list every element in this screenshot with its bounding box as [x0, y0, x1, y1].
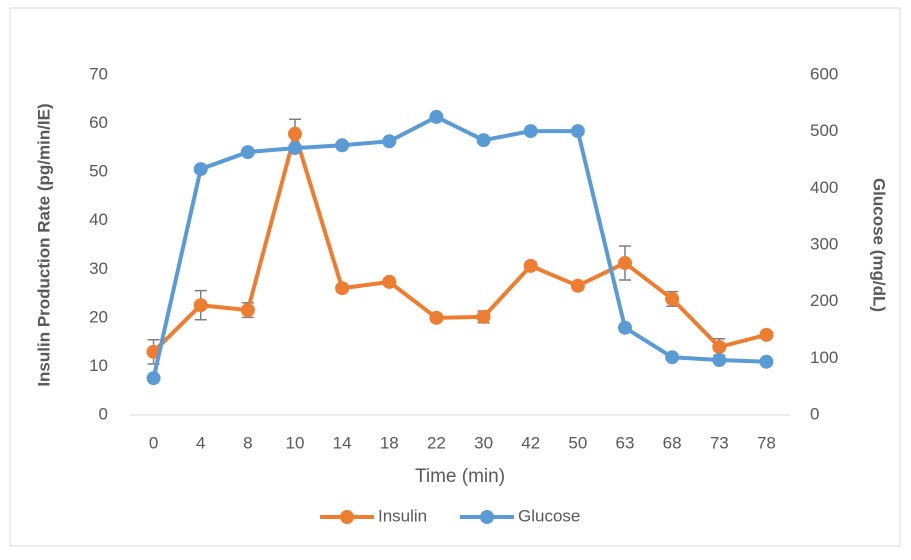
chart-border	[9, 7, 901, 547]
marker	[665, 350, 680, 365]
x-tick-label: 78	[757, 433, 776, 452]
marker	[523, 124, 538, 139]
y2-tick-label: 0	[810, 404, 819, 423]
x-tick-label: 0	[149, 433, 158, 452]
y-tick-label: 10	[89, 356, 108, 375]
marker	[429, 310, 444, 325]
x-tick-label: 30	[474, 433, 493, 452]
marker	[335, 281, 350, 296]
series-line	[152, 131, 767, 354]
series-line	[151, 114, 767, 379]
marker	[570, 278, 585, 293]
y-tick-label: 0	[99, 404, 108, 423]
marker	[618, 255, 632, 270]
y-tick-label: 40	[89, 210, 108, 229]
marker	[570, 124, 585, 139]
y2-tick-label: 300	[810, 234, 838, 253]
marker	[240, 145, 255, 160]
y2-axis-title: Glucose (mg/dL)	[870, 178, 889, 312]
x-axis-title: Time (min)	[415, 466, 505, 487]
x-tick-label: 63	[616, 433, 635, 452]
marker	[665, 291, 680, 306]
marker	[429, 109, 444, 124]
y-tick-label: 60	[89, 113, 108, 132]
marker	[382, 274, 397, 289]
x-tick-label: 68	[663, 433, 682, 452]
marker	[759, 327, 774, 342]
marker	[523, 258, 538, 273]
y2-tick-label: 200	[810, 291, 838, 310]
marker	[335, 138, 350, 153]
x-tick-label: 10	[286, 433, 305, 452]
marker	[193, 298, 208, 313]
x-tick-label: 50	[568, 433, 587, 452]
x-tick-label: 42	[521, 433, 540, 452]
legend-marker	[480, 510, 494, 524]
y2-tick-label: 100	[810, 348, 838, 367]
y2-tick-label: 400	[810, 178, 838, 197]
x-tick-label: 4	[196, 433, 205, 452]
legend-label: Insulin	[378, 506, 427, 525]
y-axis-title: Insulin Production Rate (pg/min/IE)	[34, 103, 53, 386]
y-tick-label: 70	[89, 64, 108, 83]
y2-tick-label: 500	[810, 121, 838, 140]
marker	[759, 354, 774, 369]
marker	[712, 353, 727, 368]
marker	[712, 340, 727, 354]
marker	[288, 126, 302, 141]
marker	[146, 371, 161, 386]
marker	[618, 320, 632, 335]
legend-marker	[340, 510, 354, 524]
x-tick-label: 8	[243, 433, 252, 452]
marker	[476, 133, 491, 148]
y-tick-label: 50	[89, 162, 108, 181]
x-tick-label: 73	[710, 433, 729, 452]
x-tick-label: 22	[427, 433, 446, 452]
y-tick-label: 20	[89, 307, 108, 326]
marker	[476, 309, 491, 324]
x-tick-label: 18	[380, 433, 399, 452]
marker	[382, 134, 397, 149]
y-tick-label: 30	[89, 259, 108, 278]
marker	[288, 141, 302, 156]
marker	[240, 303, 255, 318]
legend-label: Glucose	[518, 506, 580, 525]
y2-tick-label: 600	[810, 64, 838, 83]
marker	[193, 162, 208, 177]
x-tick-label: 14	[333, 433, 352, 452]
